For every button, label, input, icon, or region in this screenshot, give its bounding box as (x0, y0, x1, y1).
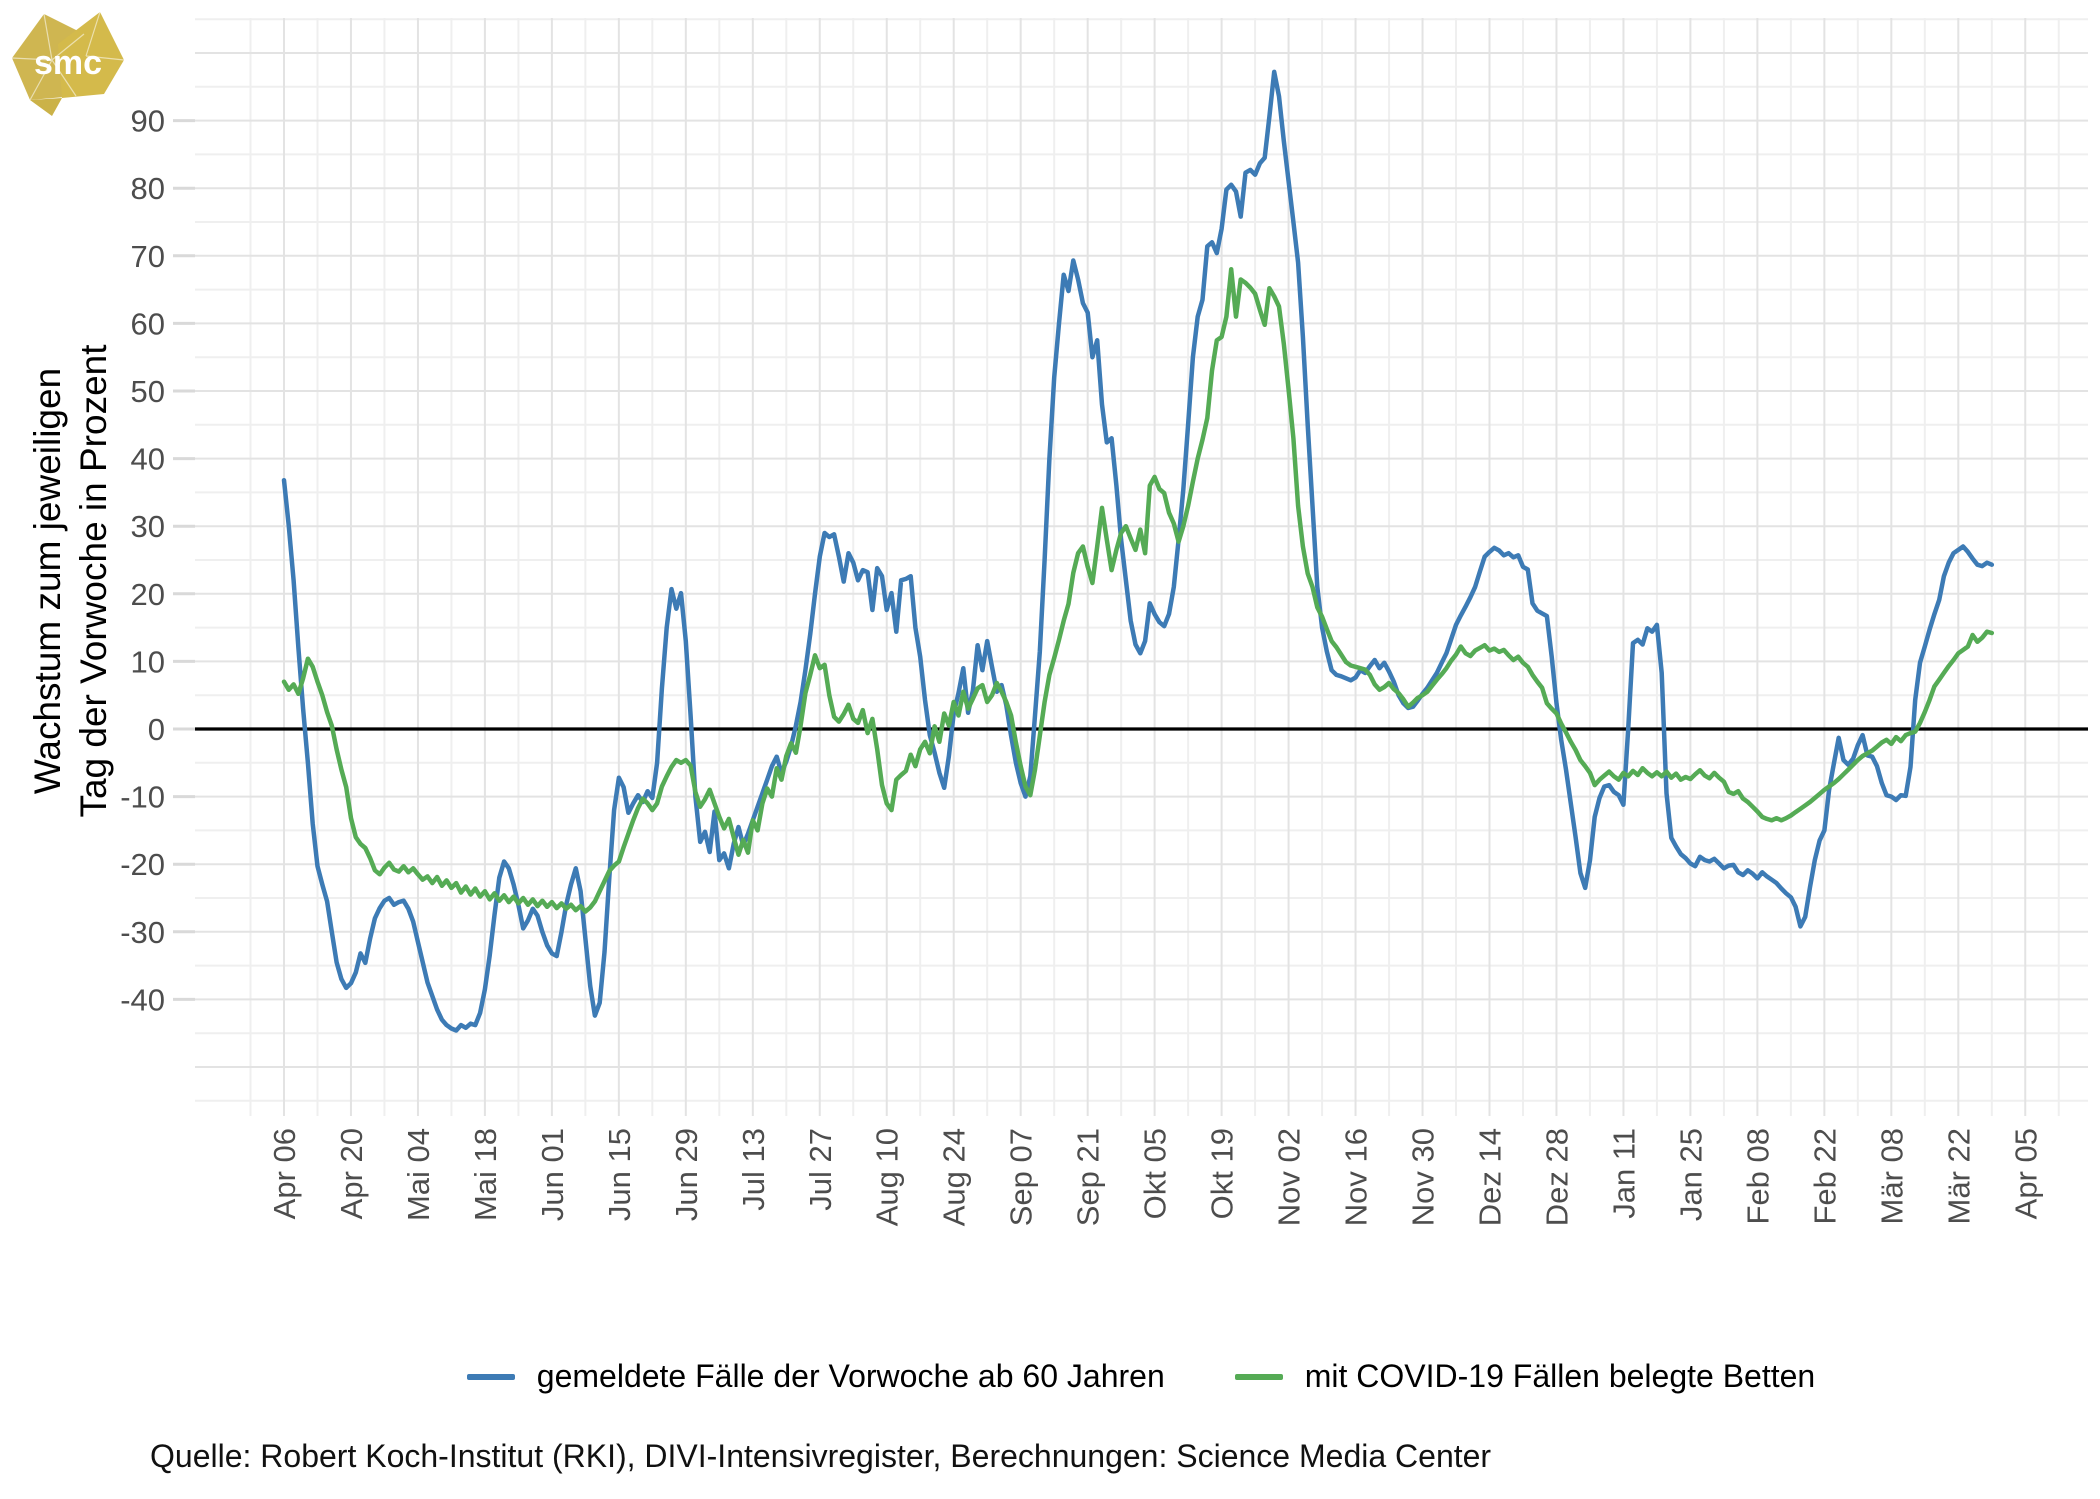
y-tick-label: 50 (131, 374, 165, 409)
legend: gemeldete Fälle der Vorwoche ab 60 Jahre… (0, 1358, 2100, 1395)
y-tick-label: 0 (148, 712, 165, 747)
smc-logo-facet (30, 98, 62, 116)
legend-swatch-cases (466, 1373, 515, 1380)
legend-item-beds: mit COVID-19 Fällen belegte Betten (1234, 1358, 1816, 1395)
x-tick-label: Dez 14 (1472, 1128, 1507, 1226)
y-tick-label: 90 (131, 104, 165, 139)
x-tick-label: Feb 08 (1740, 1128, 1775, 1225)
y-tick-label: 30 (131, 509, 165, 544)
x-tick-label: Jan 25 (1673, 1128, 1708, 1221)
legend-label-beds: mit COVID-19 Fällen belegte Betten (1304, 1358, 1816, 1394)
x-tick-label: Sep 21 (1071, 1128, 1106, 1226)
x-tick-label: Apr 06 (267, 1128, 302, 1219)
line-covid-beds (281, 267, 1995, 914)
x-tick-label: Okt 19 (1205, 1128, 1240, 1219)
source-caption: Quelle: Robert Koch-Institut (RKI), DIVI… (150, 1438, 1492, 1474)
y-tick-label: 20 (131, 577, 165, 612)
x-tick-label: Mai 04 (401, 1128, 436, 1221)
x-tick-label: Aug 10 (870, 1128, 905, 1226)
x-tick-label: Mär 22 (1941, 1128, 1976, 1224)
y-tick-label: 70 (131, 239, 165, 274)
y-tick-label: 40 (131, 442, 165, 477)
x-tick-label: Jan 11 (1606, 1128, 1641, 1219)
y-tick-label: 10 (131, 644, 165, 679)
smc-logo-facet (58, 12, 124, 98)
x-tick-label: Nov 30 (1406, 1128, 1441, 1226)
y-tick-label: -30 (120, 915, 165, 950)
smc-logo-text: smc (34, 44, 102, 82)
x-tick-label: Apr 05 (2008, 1128, 2043, 1219)
x-tick-label: Jul 13 (736, 1128, 771, 1211)
y-axis-title-line1: Wachstum zum jeweiligen (27, 367, 68, 795)
y-tick-label: -20 (120, 847, 165, 882)
x-tick-label: Sep 07 (1004, 1128, 1039, 1226)
legend-swatch-beds (1234, 1373, 1283, 1380)
x-tick-label: Okt 05 (1138, 1128, 1173, 1219)
x-tick-label: Dez 28 (1539, 1128, 1574, 1226)
x-tick-label: Feb 22 (1807, 1128, 1842, 1225)
y-tick-label: 80 (131, 171, 165, 206)
x-tick-label: Nov 16 (1339, 1128, 1374, 1226)
legend-label-cases: gemeldete Fälle der Vorwoche ab 60 Jahre… (536, 1358, 1165, 1394)
smc-logo-facet-lines (11, 11, 125, 101)
x-tick-label: Jul 27 (803, 1128, 838, 1211)
x-tick-label: Jun 01 (535, 1128, 570, 1221)
y-tick-label: 60 (131, 306, 165, 341)
y-tick-label: -10 (120, 780, 165, 815)
y-axis-title-line2: Tag der Vorwoche in Prozent (73, 344, 114, 818)
y-axis-title: Wachstum zum jeweiligen Tag der Vorwoche… (25, 181, 125, 981)
x-tick-label: Nov 02 (1272, 1128, 1307, 1226)
x-tick-label: Jun 29 (669, 1128, 704, 1221)
y-tick-label: -40 (120, 982, 165, 1017)
line-cases-60plus (281, 69, 1995, 1033)
x-tick-label: Jun 15 (602, 1128, 637, 1221)
x-tick-label: Mai 18 (468, 1128, 503, 1221)
x-tick-label: Aug 24 (937, 1128, 972, 1226)
x-tick-label: Apr 20 (334, 1128, 369, 1219)
legend-item-cases: gemeldete Fälle der Vorwoche ab 60 Jahre… (466, 1358, 1165, 1395)
x-tick-label: Mär 08 (1874, 1128, 1909, 1224)
smc-logo: smc (11, 11, 125, 116)
